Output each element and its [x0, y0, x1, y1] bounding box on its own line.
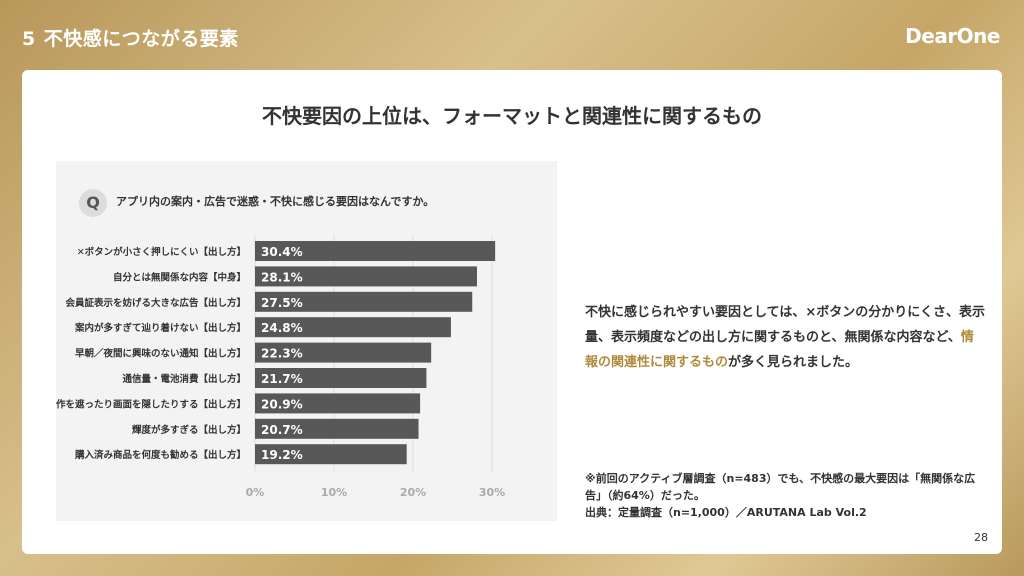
value-label-4: 22.3% [261, 347, 303, 361]
category-label-0: ✕ボタンが小さく押しにくい【出し方】 [77, 246, 246, 258]
bar-7 [255, 418, 419, 439]
category-label-6: 操作を遮ったり画面を隠したりする【出し方】 [56, 398, 246, 410]
value-label-6: 20.9% [261, 397, 303, 411]
x-tick-label-3: 30% [479, 486, 505, 499]
footnote: ※前回のアクティブ層調査（n=483）でも、不快感の最大要因は「無関係な広告」（… [585, 470, 985, 521]
question-badge: Q [79, 189, 107, 217]
category-label-7: 輝度が多すぎる【出し方】 [132, 424, 246, 436]
bar-3 [255, 317, 451, 338]
bar-4 [255, 342, 432, 363]
value-label-7: 20.7% [261, 423, 303, 437]
body-text-before: 不快に感じられやすい要因としては、×ボタンの分かりにくさ、表示量、表示頻度などの… [585, 305, 985, 345]
body-text-highlight: 情報の関連性に関するもの [585, 330, 974, 370]
bar-6 [255, 393, 421, 414]
value-label-5: 21.7% [261, 372, 303, 386]
bar-1 [255, 266, 477, 287]
chart-panel: Q アプリ内の案内・広告で迷惑・不快に感じる要因はなんですか。 0% 10% 20%… [56, 161, 557, 521]
bar-0 [255, 241, 496, 261]
category-label-3: 案内が多すぎて辿り着けない【出し方】 [74, 322, 246, 334]
x-tick-label-2: 20% [400, 486, 426, 499]
x-tick-label-0: 0% [246, 486, 265, 499]
content-card: 不快要因の上位は、フォーマットと関連性に関するもの Q アプリ内の案内・広告で迷… [22, 70, 1002, 554]
body-text-after: が多く見られました。 [728, 355, 859, 370]
bar-chart: 0% 10% 20% 30% ✕ボタンが小さく押しにくい【出し方】 30.4% 自分とは無関… [56, 235, 505, 499]
bar-2 [255, 291, 473, 312]
category-label-1: 自分とは無関係な内容【中身】 [113, 271, 246, 283]
question-text: アプリ内の案内・広告で迷惑・不快に感じる要因はなんですか。 [116, 195, 435, 208]
bar-5 [255, 368, 427, 388]
value-label-2: 27.5% [261, 296, 303, 310]
section-title: 5 不快感につながる要素 [22, 24, 239, 51]
x-tick-label-1: 10% [321, 486, 347, 499]
section-title-text: 不快感につながる要素 [43, 28, 239, 50]
category-label-4: 早朝／夜間に興味のない通知【出し方】 [75, 348, 246, 360]
value-label-8: 19.2% [261, 448, 303, 462]
body-text: 不快に感じられやすい要因としては、×ボタンの分かりにくさ、表示量、表示頻度などの… [585, 300, 985, 375]
page-number: 28 [974, 531, 988, 544]
value-label-1: 28.1% [261, 270, 303, 284]
section-number: 5 [22, 28, 36, 50]
category-label-5: 通信量・電池消費【出し方】 [122, 373, 246, 385]
category-label-8: 購入済み商品を何度も勧める【出し方】 [74, 449, 246, 461]
value-label-0: 30.4% [261, 245, 303, 259]
value-label-3: 24.8% [261, 321, 303, 335]
main-heading: 不快要因の上位は、フォーマットと関連性に関するもの [262, 104, 762, 128]
note-text: ※前回のアクティブ層調査（n=483）でも、不快感の最大要因は「無関係な広告」（… [585, 472, 976, 502]
bar-8 [255, 444, 407, 465]
brand-logo: DearOne [905, 24, 1000, 48]
source-text: 出典：定量調査（n=1,000）／ARUTANA Lab Vol.2 [585, 506, 867, 519]
category-label-2: 会員証表示を妨げる大きな広告【出し方】 [65, 297, 246, 309]
